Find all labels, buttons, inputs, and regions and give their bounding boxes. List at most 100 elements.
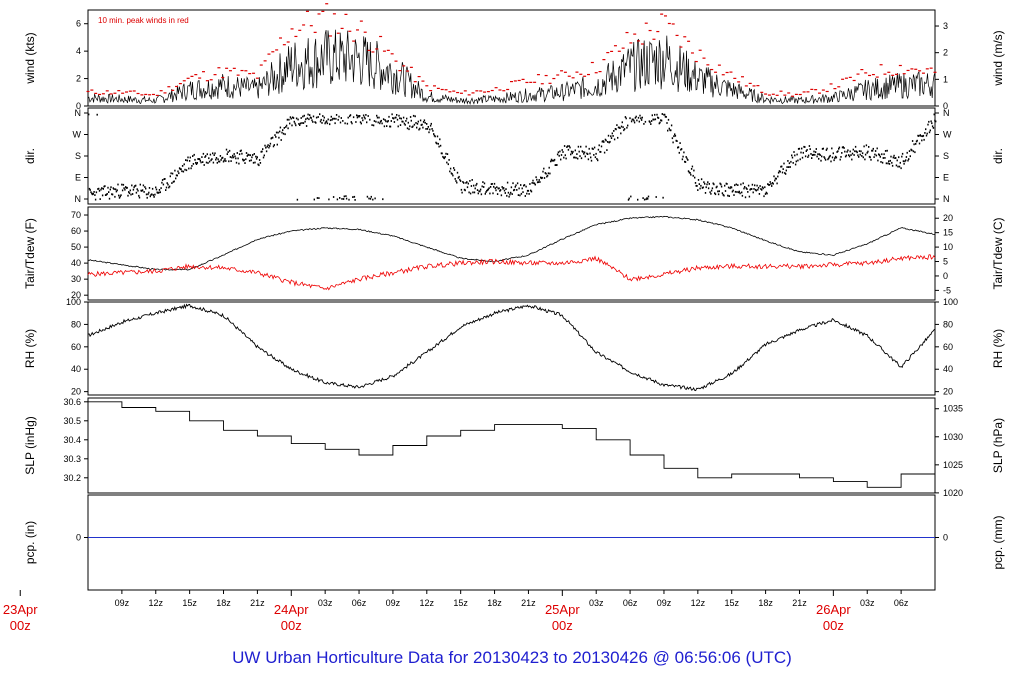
direction-point xyxy=(299,124,301,126)
direction-point xyxy=(225,160,227,162)
direction-point xyxy=(838,146,841,149)
direction-point xyxy=(674,133,676,136)
direction-point xyxy=(521,187,523,190)
direction-point xyxy=(586,152,588,155)
left-tick-label: 30.4 xyxy=(63,435,81,445)
direction-point xyxy=(623,128,626,130)
direction-point xyxy=(742,182,744,185)
left-tick-label: 100 xyxy=(66,297,81,307)
direction-point xyxy=(686,157,688,160)
direction-point xyxy=(822,147,824,150)
direction-point xyxy=(493,185,495,188)
direction-point xyxy=(146,196,148,199)
direction-point xyxy=(531,182,533,184)
direction-point xyxy=(114,195,116,198)
series-line xyxy=(87,29,936,105)
direction-point xyxy=(758,193,761,195)
direction-point xyxy=(566,145,569,148)
direction-point xyxy=(548,166,550,169)
direction-point xyxy=(807,156,809,158)
direction-point xyxy=(693,169,695,172)
direction-point xyxy=(905,159,907,162)
direction-point xyxy=(794,154,796,157)
direction-point xyxy=(525,185,527,188)
direction-point xyxy=(482,181,484,183)
direction-point xyxy=(211,158,213,160)
direction-point xyxy=(684,160,686,163)
direction-point xyxy=(409,116,412,118)
direction-point xyxy=(820,159,822,162)
direction-point xyxy=(143,191,145,193)
direction-point xyxy=(889,159,891,162)
direction-point xyxy=(157,192,159,194)
direction-point xyxy=(222,160,225,163)
right-tick-label: 20 xyxy=(943,213,953,223)
direction-point xyxy=(496,186,498,189)
direction-point xyxy=(814,151,817,153)
direction-point xyxy=(347,116,349,119)
direction-point xyxy=(801,147,803,150)
direction-point xyxy=(687,170,690,173)
right-tick-label: 1 xyxy=(943,74,948,84)
direction-point xyxy=(202,152,205,155)
direction-point xyxy=(848,154,850,156)
direction-point xyxy=(195,161,197,164)
direction-point xyxy=(736,191,738,193)
right-tick-label: 0 xyxy=(943,533,948,543)
direction-point xyxy=(462,181,464,183)
direction-point xyxy=(400,117,402,120)
direction-point xyxy=(764,193,767,195)
direction-point xyxy=(777,171,780,174)
direction-point xyxy=(291,124,293,127)
direction-point xyxy=(834,157,836,160)
direction-point xyxy=(285,124,288,127)
direction-point xyxy=(399,117,401,120)
x-tick-label: 06z xyxy=(623,598,638,608)
direction-point xyxy=(94,198,97,201)
direction-point xyxy=(240,149,242,152)
direction-point xyxy=(705,186,707,189)
direction-point xyxy=(610,135,612,138)
direction-point xyxy=(501,186,503,188)
direction-point xyxy=(121,183,123,186)
direction-point xyxy=(98,189,101,192)
direction-point xyxy=(541,176,543,179)
direction-point xyxy=(353,195,356,198)
direction-point xyxy=(160,187,162,189)
direction-point xyxy=(694,176,696,179)
humidity-line xyxy=(87,303,936,392)
direction-point xyxy=(565,157,567,160)
direction-point xyxy=(319,113,321,116)
direction-point xyxy=(180,168,182,171)
direction-point xyxy=(313,198,315,201)
direction-point xyxy=(419,127,421,130)
direction-point xyxy=(546,175,548,178)
dew-point-line xyxy=(87,254,936,291)
direction-point xyxy=(687,159,689,161)
direction-point xyxy=(860,150,862,153)
direction-point xyxy=(245,158,247,161)
direction-point xyxy=(420,124,422,126)
direction-point xyxy=(155,188,158,191)
direction-point xyxy=(926,132,928,135)
direction-point xyxy=(589,152,591,155)
direction-point xyxy=(585,145,587,148)
direction-point xyxy=(324,122,326,125)
direction-point xyxy=(89,189,91,191)
direction-point xyxy=(144,186,146,188)
direction-point xyxy=(250,159,252,162)
direction-point xyxy=(814,153,816,156)
direction-point xyxy=(719,182,721,185)
direction-point xyxy=(336,198,339,201)
direction-point xyxy=(175,174,178,177)
direction-point xyxy=(817,153,819,156)
direction-point xyxy=(664,115,667,118)
direction-point xyxy=(671,137,674,140)
direction-point xyxy=(764,186,766,189)
direction-point xyxy=(724,184,726,187)
direction-point xyxy=(710,189,713,192)
direction-point xyxy=(695,184,697,187)
direction-point xyxy=(932,127,935,129)
direction-point xyxy=(778,170,781,172)
direction-point xyxy=(925,128,927,131)
